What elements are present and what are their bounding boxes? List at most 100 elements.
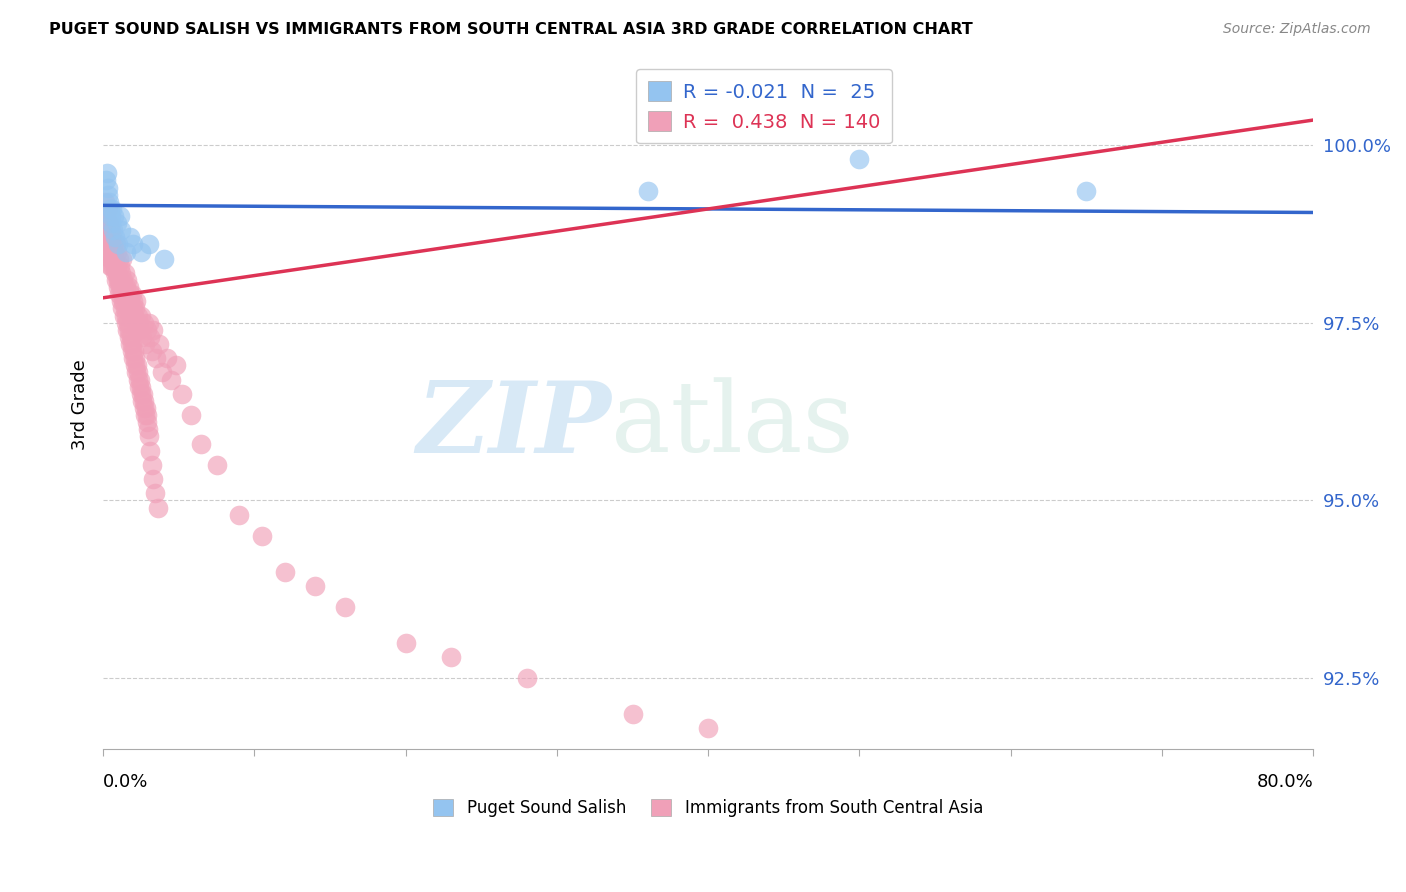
Point: [122, 237, 145, 252]
Point: [304, 579, 326, 593]
Point: [138, 316, 160, 330]
Point: [97, 237, 120, 252]
Point: [104, 237, 127, 252]
Point: [697, 721, 720, 735]
Point: [205, 458, 228, 472]
Point: [114, 301, 136, 316]
Point: [134, 337, 156, 351]
Point: [136, 323, 159, 337]
Point: [97, 187, 120, 202]
Text: PUGET SOUND SALISH VS IMMIGRANTS FROM SOUTH CENTRAL ASIA 3RD GRADE CORRELATION C: PUGET SOUND SALISH VS IMMIGRANTS FROM SO…: [49, 22, 973, 37]
Point: [100, 237, 122, 252]
Point: [105, 216, 128, 230]
Point: [100, 223, 122, 237]
Point: [121, 337, 143, 351]
Point: [105, 273, 128, 287]
Point: [141, 458, 163, 472]
Point: [94, 209, 117, 223]
Text: ZIP: ZIP: [416, 377, 612, 474]
Y-axis label: 3rd Grade: 3rd Grade: [72, 359, 89, 450]
Point: [118, 287, 141, 301]
Point: [100, 216, 122, 230]
Point: [165, 359, 187, 373]
Point: [101, 252, 124, 266]
Point: [94, 223, 117, 237]
Point: [440, 649, 463, 664]
Point: [117, 273, 139, 287]
Point: [141, 344, 163, 359]
Point: [110, 223, 132, 237]
Point: [114, 244, 136, 259]
Point: [111, 301, 134, 316]
Point: [128, 323, 150, 337]
Point: [128, 379, 150, 393]
Point: [103, 252, 125, 266]
Point: [96, 230, 118, 244]
Point: [120, 330, 142, 344]
Point: [101, 237, 124, 252]
Point: [111, 273, 134, 287]
Point: [122, 309, 145, 323]
Point: [100, 209, 122, 223]
Point: [170, 386, 193, 401]
Point: [107, 273, 129, 287]
Point: [131, 330, 153, 344]
Point: [96, 166, 118, 180]
Point: [108, 209, 131, 223]
Point: [117, 301, 139, 316]
Point: [98, 230, 121, 244]
Point: [117, 316, 139, 330]
Point: [97, 202, 120, 216]
Point: [134, 408, 156, 422]
Point: [104, 266, 127, 280]
Point: [135, 401, 157, 415]
Point: [103, 252, 125, 266]
Point: [101, 244, 124, 259]
Point: [146, 500, 169, 515]
Point: [160, 373, 183, 387]
Point: [848, 152, 870, 166]
Point: [129, 244, 152, 259]
Point: [152, 252, 174, 266]
Point: [122, 344, 145, 359]
Point: [101, 202, 124, 216]
Point: [131, 393, 153, 408]
Point: [98, 252, 121, 266]
Point: [621, 706, 644, 721]
Point: [118, 323, 141, 337]
Point: [120, 230, 142, 244]
Point: [142, 472, 165, 486]
Point: [114, 316, 136, 330]
Point: [127, 366, 149, 380]
Point: [110, 287, 132, 301]
Point: [136, 422, 159, 436]
Point: [127, 309, 149, 323]
Point: [273, 565, 295, 579]
Text: Source: ZipAtlas.com: Source: ZipAtlas.com: [1223, 22, 1371, 37]
Point: [138, 429, 160, 443]
Point: [127, 373, 149, 387]
Point: [104, 259, 127, 273]
Point: [129, 379, 152, 393]
Point: [120, 309, 142, 323]
Point: [112, 294, 135, 309]
Legend: Puget Sound Salish, Immigrants from South Central Asia: Puget Sound Salish, Immigrants from Sout…: [427, 792, 990, 823]
Point: [108, 259, 131, 273]
Point: [132, 316, 155, 330]
Point: [103, 209, 125, 223]
Point: [115, 294, 138, 309]
Point: [333, 600, 356, 615]
Point: [127, 323, 149, 337]
Point: [93, 209, 115, 223]
Point: [122, 294, 145, 309]
Point: [108, 287, 131, 301]
Point: [124, 316, 146, 330]
Point: [121, 301, 143, 316]
Point: [104, 259, 127, 273]
Text: atlas: atlas: [612, 377, 853, 473]
Point: [107, 244, 129, 259]
Point: [134, 393, 156, 408]
Point: [118, 337, 141, 351]
Point: [129, 309, 152, 323]
Point: [122, 351, 145, 366]
